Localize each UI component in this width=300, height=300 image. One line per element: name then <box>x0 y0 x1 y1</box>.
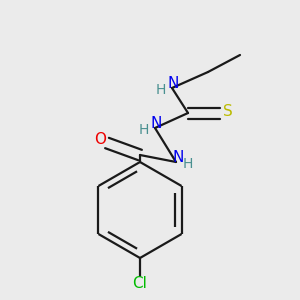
Text: N: N <box>150 116 162 130</box>
Text: N: N <box>167 76 179 91</box>
Text: H: H <box>183 157 193 171</box>
Text: H: H <box>139 123 149 137</box>
Text: S: S <box>223 103 233 118</box>
Text: H: H <box>156 83 166 97</box>
Text: O: O <box>94 133 106 148</box>
Text: N: N <box>172 149 184 164</box>
Text: Cl: Cl <box>133 277 147 292</box>
